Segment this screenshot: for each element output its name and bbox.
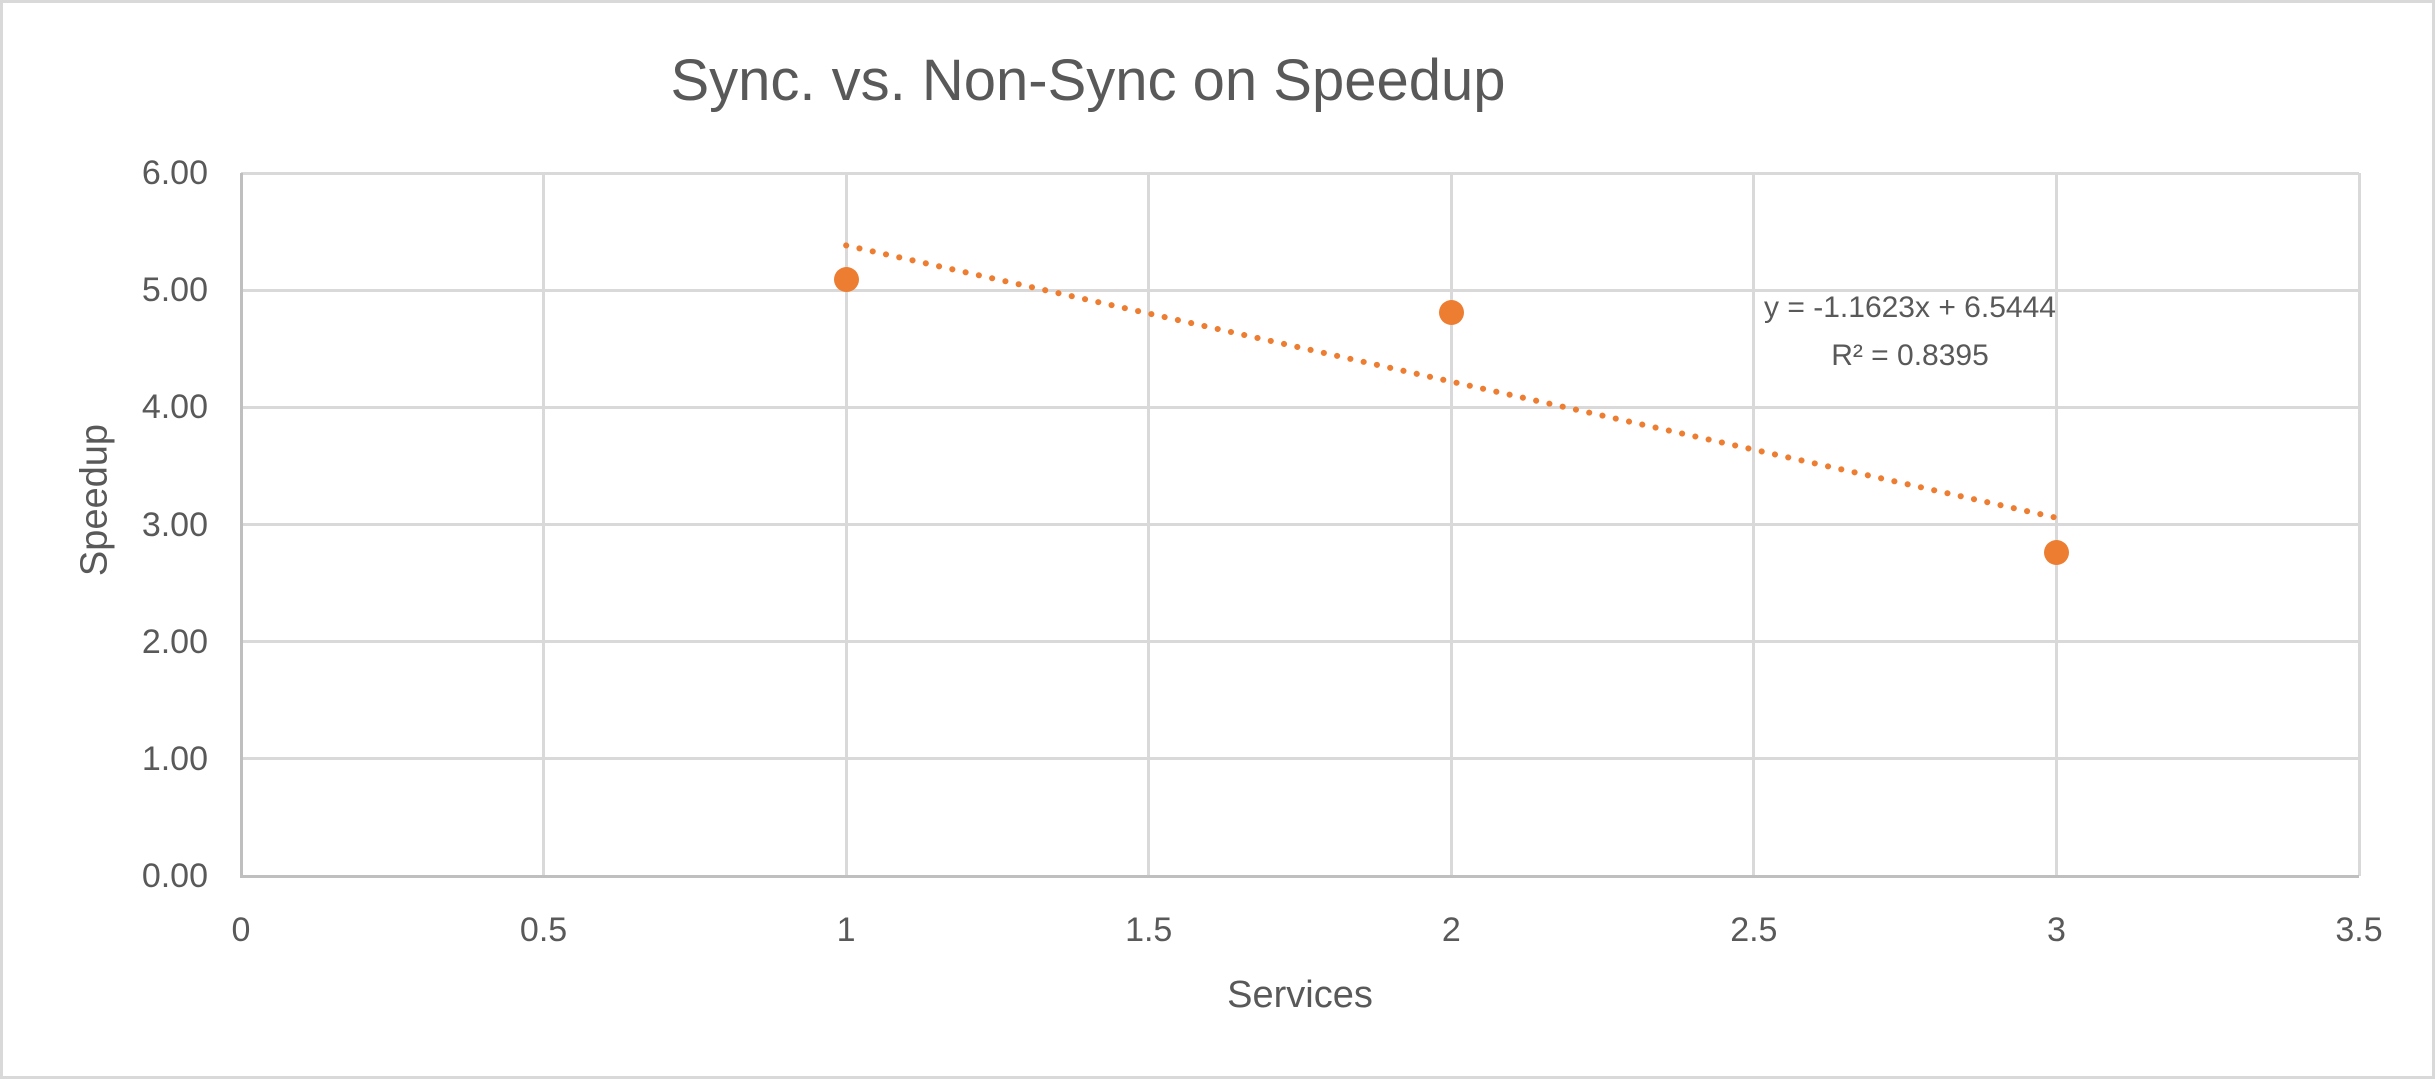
v-gridline xyxy=(2054,173,2058,876)
data-point xyxy=(1438,299,1464,325)
v-gridline xyxy=(2357,173,2361,876)
x-tick-label: 2.5 xyxy=(1730,911,1778,949)
v-gridline xyxy=(542,173,546,876)
y-tick-label: 5.00 xyxy=(141,271,208,310)
y-tick-label: 3.00 xyxy=(141,505,208,544)
y-tick-label: 1.00 xyxy=(141,739,208,778)
data-point xyxy=(2043,540,2069,566)
x-tick-label: 3 xyxy=(2046,911,2066,949)
y-axis-title: Speedup xyxy=(73,423,116,577)
trendline-r-squared: R² = 0.8395 xyxy=(1831,339,1989,372)
v-gridline xyxy=(1147,173,1151,876)
trendline-equation: y = -1.1623x + 6.5444 R² = 0.8395 xyxy=(1764,284,2056,380)
x-axis-title: Services xyxy=(1227,974,1373,1016)
h-gridline xyxy=(241,405,2359,409)
x-axis-line xyxy=(241,874,2359,878)
x-tick-label: 0.5 xyxy=(519,911,568,949)
v-gridline xyxy=(844,173,848,876)
x-tick-label: 2 xyxy=(1441,911,1461,949)
trendline-equation-line: y = -1.1623x + 6.5444 xyxy=(1764,291,2056,324)
x-tick-label: 1 xyxy=(836,911,856,949)
chart-title: Sync. vs. Non-Sync on Speedup xyxy=(670,48,1506,113)
h-gridline xyxy=(241,640,2359,644)
y-axis-line xyxy=(239,173,243,878)
h-gridline xyxy=(241,757,2359,761)
v-gridline xyxy=(1449,173,1453,876)
y-tick-label: 2.00 xyxy=(141,622,208,661)
x-tick-label: 0 xyxy=(231,911,251,949)
x-tick-label: 1.5 xyxy=(1125,911,1173,949)
x-tick-label: 3.5 xyxy=(2335,911,2383,949)
h-gridline xyxy=(241,523,2359,526)
v-gridline xyxy=(1752,173,1756,876)
y-tick-label: 6.00 xyxy=(141,154,208,192)
data-point xyxy=(833,267,859,293)
y-tick-label: 0.00 xyxy=(141,857,208,895)
y-tick-label: 4.00 xyxy=(141,388,208,427)
h-gridline xyxy=(241,171,2359,175)
